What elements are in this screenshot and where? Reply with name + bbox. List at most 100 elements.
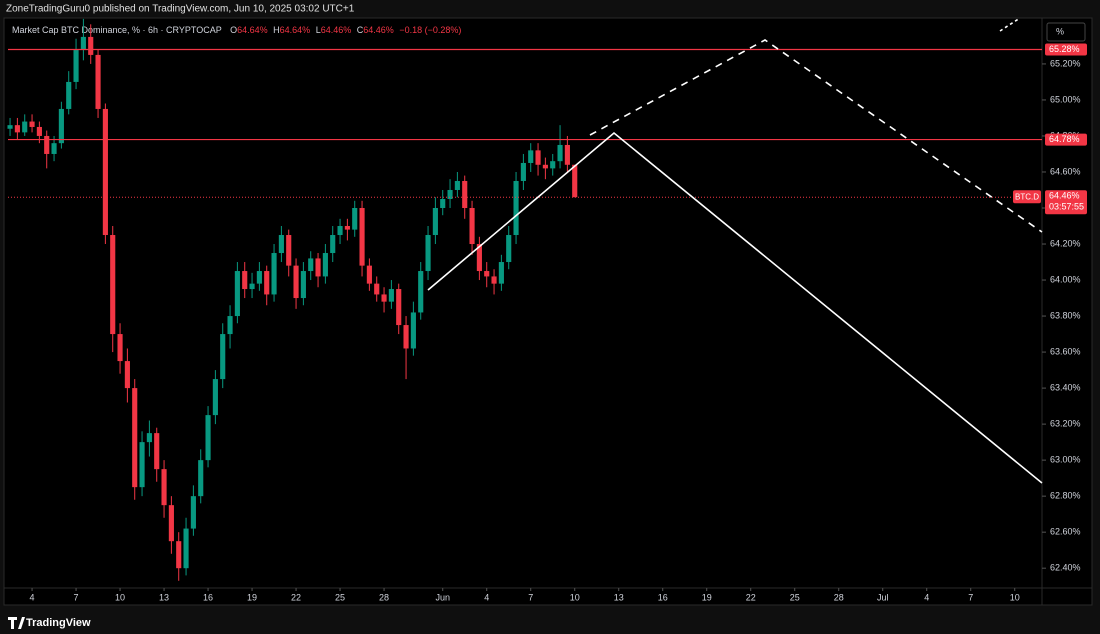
candle-body	[344, 226, 350, 230]
candle-body	[29, 121, 35, 127]
x-tick-label: 7	[74, 592, 79, 602]
candle-body	[535, 150, 541, 165]
candle-body	[440, 198, 446, 208]
symbol: Market Cap BTC Dominance, % · 6h · CRYPT…	[12, 25, 222, 35]
x-tick-label: 22	[291, 592, 301, 602]
candle-body	[476, 244, 482, 272]
candle-body	[161, 469, 167, 506]
candle-body	[484, 271, 490, 277]
x-tick-label: 7	[528, 592, 533, 602]
x-tick-label: 25	[790, 592, 800, 602]
candle-body	[322, 253, 328, 277]
candle-body	[264, 271, 270, 295]
symbol-box	[1013, 190, 1041, 204]
y-tick-label: 65.00%	[1050, 94, 1081, 104]
candle-body	[469, 208, 475, 245]
candle-body	[183, 528, 189, 569]
x-tick-label: Jul	[877, 592, 889, 602]
x-tick-label: 13	[614, 592, 624, 602]
x-tick-label: 13	[159, 592, 169, 602]
candle-body	[308, 258, 314, 272]
last-price-box	[1045, 190, 1087, 215]
ohlc-value: 64.64%	[280, 25, 311, 35]
level-label-box	[1045, 133, 1087, 146]
x-tick-label: 10	[570, 592, 580, 602]
candle-body	[190, 496, 196, 529]
level-label: 65.28%	[1049, 44, 1080, 54]
x-tick-label: 19	[702, 592, 712, 602]
candle-body	[366, 265, 372, 284]
candle-body	[14, 125, 20, 133]
candle-body	[278, 235, 284, 254]
candle-body	[176, 541, 182, 569]
candle-body	[234, 271, 240, 317]
y-tick-label: 65.20%	[1050, 58, 1081, 68]
candle-body	[205, 415, 211, 461]
candle-body	[256, 271, 262, 284]
candle-body	[506, 235, 512, 263]
candle-body	[491, 276, 497, 284]
candle-body	[300, 271, 306, 299]
scale-button[interactable]	[1046, 22, 1086, 42]
candle-body	[410, 312, 416, 349]
x-tick-label: 4	[484, 592, 489, 602]
chart-panel	[3, 17, 1093, 606]
axis-layer: 62.40% 62.60% 62.80% 63.00% 63.20% 63.40% 63.6…	[30, 43, 1087, 602]
candle-body	[73, 49, 79, 82]
x-tick-label: 10	[115, 592, 125, 602]
candle-body	[359, 208, 365, 266]
candle-body	[102, 108, 108, 236]
legend: Market Cap BTC Dominance, % · 6h · CRYPT…	[12, 25, 461, 35]
candle-body	[7, 125, 13, 129]
candle-body	[528, 150, 534, 163]
y-tick-label: 63.80%	[1050, 310, 1081, 320]
candle-body	[88, 36, 94, 55]
candle-body	[542, 164, 548, 169]
y-tick-label: 64.20%	[1050, 238, 1081, 248]
candle-body	[564, 144, 570, 165]
candle-body	[146, 433, 152, 443]
candle-body	[513, 180, 519, 236]
candle-body	[432, 208, 438, 236]
x-tick-label: 7	[968, 592, 973, 602]
ohlc-key: H	[273, 25, 280, 35]
byline: ZoneTradingGuru0 published on TradingVie…	[6, 4, 355, 15]
candle-body	[374, 283, 380, 295]
x-tick-label: 4	[924, 592, 929, 602]
x-tick-label: 10	[1010, 592, 1020, 602]
candle-body	[286, 235, 292, 266]
y-tick-label: 62.80%	[1050, 491, 1081, 501]
x-tick-label: 28	[379, 592, 389, 602]
candle-body	[271, 253, 277, 295]
x-tick-label: 25	[335, 592, 345, 602]
trend-projection	[427, 131, 1043, 484]
x-tick-label: 4	[30, 592, 35, 602]
x-tick-label: 16	[658, 592, 668, 602]
y-tick-label: 64.00%	[1050, 274, 1081, 284]
scale-button-label[interactable]: %	[1056, 26, 1064, 36]
candle-body	[58, 108, 64, 144]
candle-body	[36, 126, 42, 136]
x-tick-label: 16	[203, 592, 213, 602]
candle-body	[168, 505, 174, 542]
level-label: 64.78%	[1049, 134, 1080, 144]
candle-body	[132, 388, 138, 488]
candle-body	[51, 143, 57, 154]
candle-body	[249, 283, 255, 290]
candle-body	[337, 226, 343, 236]
candle-body	[447, 189, 453, 199]
candle-body	[550, 161, 556, 169]
candle-body	[242, 271, 248, 290]
x-tick-label: 19	[247, 592, 257, 602]
candle-body	[198, 460, 204, 497]
candle-body	[352, 208, 358, 230]
level-label-box	[1045, 43, 1087, 56]
ohlc-value: 64.46%	[321, 25, 352, 35]
candle-body	[388, 289, 394, 302]
x-tick-label: 22	[746, 592, 756, 602]
candle-body	[117, 334, 123, 362]
candle-body	[454, 180, 460, 190]
countdown: 03:57:55	[1049, 202, 1084, 212]
drawings	[427, 17, 1043, 484]
